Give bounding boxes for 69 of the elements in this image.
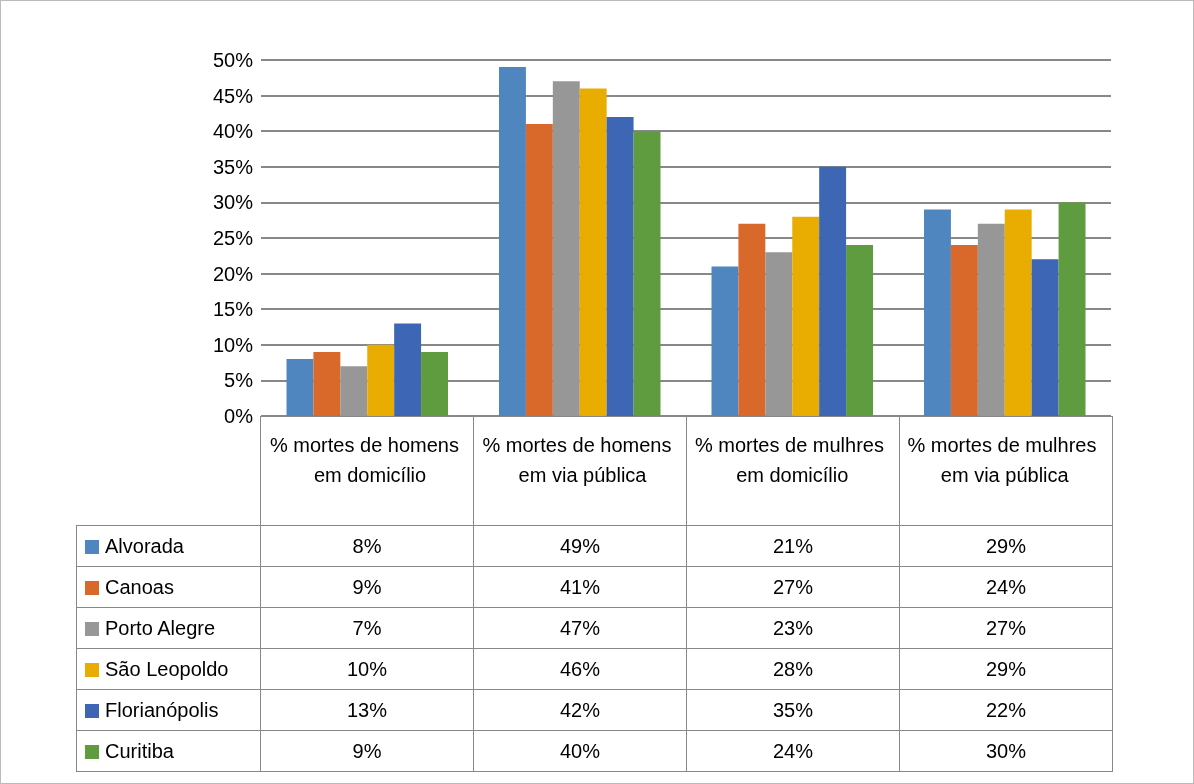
x-tick-label: % mortes de mulhres em domicílio [694, 434, 890, 486]
bar [977, 223, 1005, 416]
bar [924, 209, 951, 416]
y-tick-label: 10% [212, 333, 254, 356]
data-label: 27% [686, 566, 900, 608]
bar [711, 266, 739, 416]
data-label: 21% [686, 525, 900, 567]
data-label: 41% [473, 566, 687, 608]
bar [340, 366, 368, 416]
bar [606, 116, 634, 416]
data-label: 47% [473, 607, 687, 649]
bar [499, 67, 526, 416]
data-label: 29% [899, 525, 1113, 567]
y-tick-label: 35% [212, 155, 254, 178]
data-label: 35% [686, 689, 900, 731]
bar [738, 223, 766, 416]
data-label: 7% [260, 607, 474, 649]
data-label: 40% [473, 730, 687, 772]
legend-label: Porto Alegre [76, 607, 261, 649]
bar [633, 131, 661, 416]
legend-label: São Leopoldo [76, 648, 261, 690]
legend-label: Curitiba [76, 730, 261, 772]
bar [552, 81, 580, 416]
bar [792, 216, 820, 416]
bar [1004, 209, 1032, 416]
data-label: 8% [260, 525, 474, 567]
bar [819, 166, 847, 416]
x-tick-label: % mortes de mulhres em via pública [907, 434, 1103, 486]
bar [421, 351, 448, 416]
y-tick-label: 5% [224, 369, 254, 392]
data-label: 24% [686, 730, 900, 772]
bar [286, 359, 314, 416]
data-label: 23% [686, 607, 900, 649]
legend-label: Florianópolis [76, 689, 261, 731]
bar [367, 344, 395, 416]
bar [765, 252, 793, 416]
data-label: 46% [473, 648, 687, 690]
data-label: 42% [473, 689, 687, 731]
y-tick-label: 50% [212, 49, 254, 71]
data-label: 13% [260, 689, 474, 731]
bar [394, 323, 422, 416]
y-tick-label: 25% [212, 227, 254, 249]
data-label: 9% [260, 566, 474, 608]
bar [313, 351, 341, 416]
data-label: 24% [899, 566, 1113, 608]
bar [1031, 259, 1059, 416]
y-tick-label: 20% [212, 262, 254, 285]
bar [579, 88, 607, 416]
data-label: 10% [260, 648, 474, 690]
legend-label: Alvorada [76, 525, 261, 567]
data-label: 49% [473, 525, 687, 567]
data-label: 27% [899, 607, 1113, 649]
data-label: 28% [686, 648, 900, 690]
data-label: 22% [899, 689, 1113, 731]
bar [950, 245, 978, 416]
bar [1058, 202, 1086, 416]
data-label: 9% [260, 730, 474, 772]
bar [525, 124, 553, 416]
x-tick-label: % mortes de homens em domicílio [269, 434, 465, 486]
legend-label: Canoas [76, 566, 261, 608]
y-tick-label: 40% [212, 120, 254, 143]
x-tick-label: % mortes de homens em via pública [482, 434, 678, 486]
y-tick-label: 30% [212, 191, 254, 214]
y-tick-label: 15% [212, 298, 254, 321]
bar [846, 245, 873, 416]
y-tick-label: 45% [212, 84, 254, 107]
data-label: 30% [899, 730, 1113, 772]
y-tick-label: 0% [224, 405, 254, 427]
data-label: 29% [899, 648, 1113, 690]
